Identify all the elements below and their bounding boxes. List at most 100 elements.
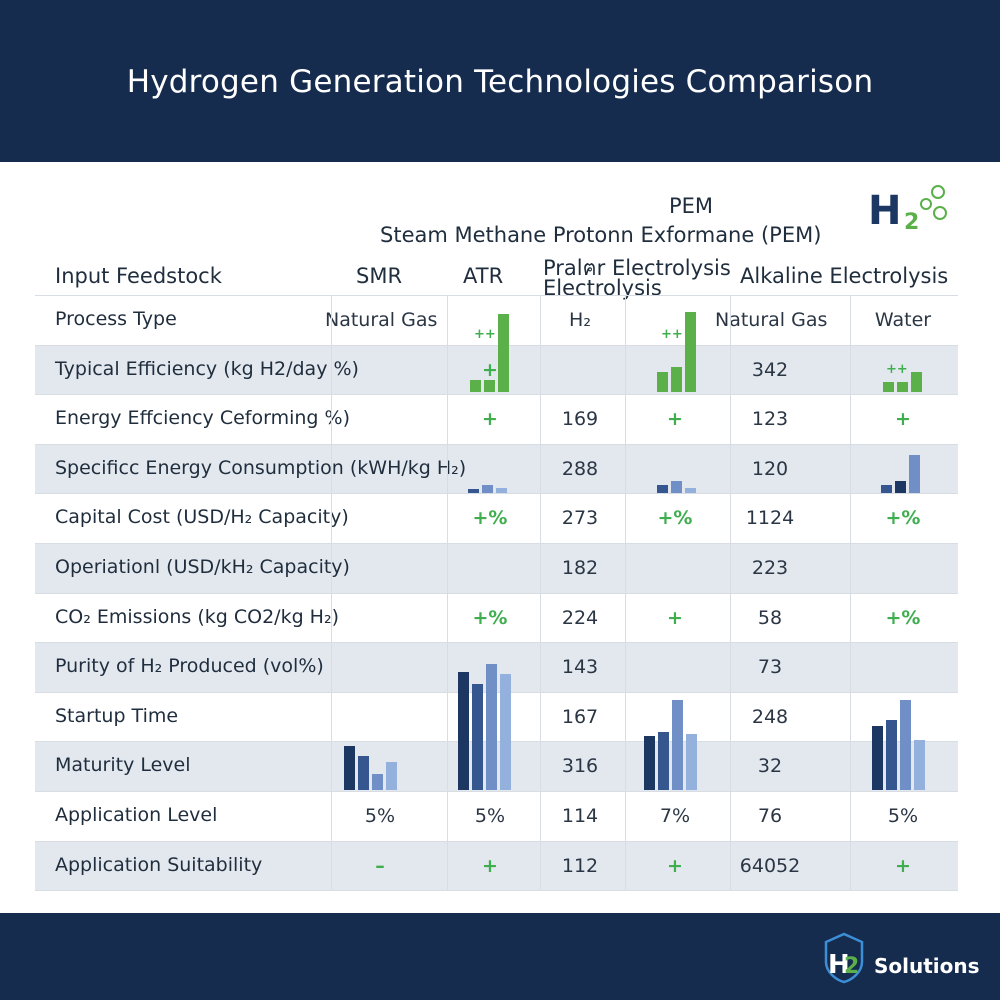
table-cell: 114 [561, 805, 599, 827]
mini-bars-pem-startup [644, 700, 697, 790]
mini-bars-atr-efficiency [470, 314, 509, 392]
column-divider [540, 295, 541, 891]
row-label: Operiationl (USD/kH₂ Capacity) [55, 556, 350, 578]
footer-banner [0, 913, 1000, 1000]
bar [484, 380, 495, 392]
bar [472, 684, 483, 790]
table-cell: +% [657, 507, 693, 530]
plus-marker: ++ [474, 327, 496, 342]
plus-marker: ++ [661, 327, 683, 342]
bar [883, 382, 894, 392]
mini-bars-pem-efficiency [657, 312, 696, 392]
mini-bars-alk-energy [881, 455, 920, 493]
shield-icon [824, 932, 864, 984]
row-label: Purity of H₂ Produced (vol%) [55, 655, 324, 678]
table-cell: + [482, 408, 498, 431]
table-cell: 288 [561, 457, 599, 480]
row-label: Energy Effciency Ceforming %) [55, 407, 350, 430]
table-row: Capital Cost (USD/H₂ Capacity) +% 273 +% 112… [35, 493, 958, 544]
bar [386, 762, 397, 790]
bar [895, 481, 906, 493]
table-cell: 167 [561, 705, 599, 728]
row-label: Typical Efficiency (kg H2/day %) [55, 357, 359, 380]
column-header-atr: ATR [463, 264, 504, 288]
table-cell: + [895, 854, 911, 877]
bar [897, 382, 908, 392]
table-cell: 64052 [739, 854, 801, 877]
column-divider [625, 295, 626, 891]
bar [496, 488, 507, 493]
table-cell: + [667, 854, 683, 877]
table-cell: +% [885, 507, 921, 530]
row-label: Specificc Energy Consumption (kWH/kg H₂) [55, 456, 467, 479]
bar [658, 732, 669, 790]
brand-2: 2 [844, 954, 860, 979]
table-cell: H₂ [569, 309, 591, 331]
bar [657, 372, 668, 392]
table-row: Application Suitability – +112 +64052 + [35, 840, 958, 892]
column-header-smr: SMR [356, 264, 403, 288]
table-cell: 182 [561, 557, 599, 579]
mini-bars-atr-purity [458, 664, 511, 790]
row-label: Capital Cost (USD/H₂ Capacity) [55, 506, 349, 529]
bar [886, 720, 897, 790]
table-cell: 273 [561, 507, 599, 530]
column-header-pem-2: Electrolysis [543, 276, 662, 300]
table-cell: +% [472, 606, 508, 629]
table-cell: 76 [757, 805, 783, 827]
table-cell: 120 [751, 457, 789, 480]
bar [644, 736, 655, 790]
table-cell: 58 [757, 606, 783, 629]
bar [500, 674, 511, 790]
table-cell: +% [472, 507, 508, 530]
molecule-icon [920, 185, 947, 220]
table-cell: 1124 [745, 507, 795, 530]
row-label: Application Level [55, 804, 218, 826]
bar [657, 485, 668, 493]
table-cell: 316 [561, 755, 599, 778]
row-label: Process Type [55, 308, 177, 330]
bar [914, 740, 925, 790]
page-title: Hydrogen Generation Technologies Compari… [126, 64, 874, 100]
bar [470, 380, 481, 392]
mini-bars-alk-efficiency [883, 372, 922, 392]
bar [685, 312, 696, 392]
mini-bars-alk-startup [872, 700, 925, 790]
table-cell: + [482, 358, 498, 381]
brand-h: H [828, 950, 850, 980]
bar [686, 734, 697, 790]
bar [872, 726, 883, 790]
table-cell: 7% [659, 805, 691, 827]
bar [358, 756, 369, 790]
column-divider [447, 295, 448, 891]
table-cell: + [895, 408, 911, 431]
table-cell: 5% [364, 805, 396, 827]
column-divider [331, 295, 332, 891]
bar [900, 700, 911, 790]
table-cell: + [482, 854, 498, 877]
header-banner: Hydrogen Generation Technologies Compari… [0, 0, 1000, 162]
table-cell: 112 [561, 854, 599, 877]
long-heading: Steam Methane Protonn Exformane (PEM) [380, 223, 822, 247]
plus-marker: ++ [886, 362, 908, 377]
bar [486, 664, 497, 790]
row-label: Application Suitability [55, 853, 263, 876]
bar [671, 367, 682, 392]
brand-text: Solutions [874, 954, 980, 978]
table-cell: 248 [751, 705, 789, 728]
bar [672, 700, 683, 790]
column-label-feedstock: Input Feedstock [55, 264, 222, 288]
mini-bars-pem-energy [657, 481, 696, 493]
logo-h: H [868, 188, 902, 234]
table-cell: 143 [561, 656, 599, 679]
table-cell: – [375, 854, 385, 877]
bar [482, 485, 493, 493]
bar [909, 455, 920, 493]
table-cell: 223 [751, 557, 789, 579]
table-cell: + [667, 408, 683, 431]
table-row: Application Level 5% 5% 114 7% 76 5% [35, 791, 958, 842]
table-cell: 169 [561, 408, 599, 431]
table-cell: 73 [757, 656, 783, 679]
logo-2: 2 [904, 210, 920, 235]
row-label: Startup Time [55, 704, 179, 727]
